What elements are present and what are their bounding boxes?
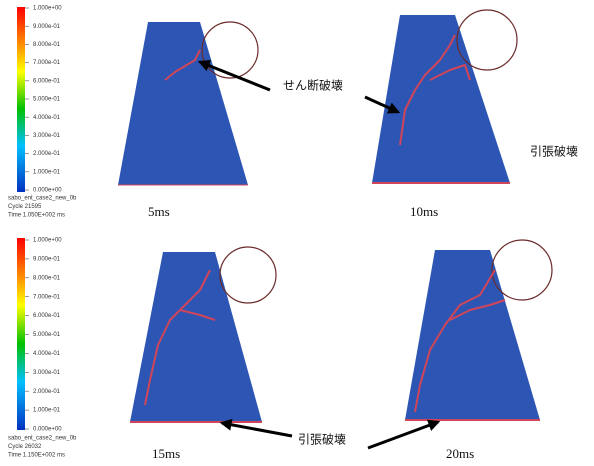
legend-label: 0.000e+00 [33,188,62,194]
annotation: せん断破壊 [283,78,343,93]
legend-label: 1.000e-01 [33,169,61,175]
time-label: 20ms [446,446,474,461]
legend-label: 1.000e+00 [33,238,62,244]
legend-label: 5.000e-01 [33,332,61,338]
legend-label: 9.000e-01 [33,24,61,30]
legend-info: sabo_ent_case2_new_0b [8,196,77,202]
legend-label: 1.000e-01 [33,408,61,414]
legend-label: 7.000e-01 [33,60,61,66]
color-bar [17,238,25,430]
legend-label: 3.000e-01 [33,133,61,139]
annotation: 引張破壊 [298,432,346,447]
legend-label: 3.000e-01 [33,370,61,376]
panel [372,10,517,183]
legend-info: Cycle 26032 [8,444,42,450]
legend-label: 1.000e+00 [33,6,62,12]
legend-label: 2.000e-01 [33,389,61,395]
legend-info: Time 1.150E+002 ms [8,453,65,459]
panel [118,22,258,185]
legend-info: sabo_ent_case2_new_0b [8,436,77,442]
legend-label: 4.000e-01 [33,115,61,121]
page: せん断破壊 引張破壊 引張破壊 5ms 10ms 15ms 20ms 1.000… [0,0,594,466]
figure: せん断破壊 引張破壊 引張破壊 5ms 10ms 15ms 20ms 1.000… [0,0,594,466]
legend-label: 6.000e-01 [33,313,61,319]
legend-label: 5.000e-01 [33,97,61,103]
legend-label: 8.000e-01 [33,42,61,48]
legend-label: 7.000e-01 [33,294,61,300]
annotation: 引張破壊 [530,144,578,159]
legend-label: 2.000e-01 [33,151,61,157]
arrow [222,423,292,436]
time-label: 10ms [410,204,438,219]
color-bar [17,7,25,192]
legend-label: 6.000e-01 [33,78,61,84]
time-label: 15ms [152,446,180,461]
legend-label: 9.000e-01 [33,256,61,262]
time-label: 5ms [148,204,170,219]
panel [130,247,276,422]
legend-info: Cycle 21595 [8,204,42,210]
arrow [368,422,438,448]
legend-label: 0.000e+00 [33,427,62,433]
legend-label: 4.000e-01 [33,351,61,357]
panel [405,240,552,420]
legend-info: Time 1.050E+002 ms [8,213,65,219]
legend-label: 8.000e-01 [33,275,61,281]
